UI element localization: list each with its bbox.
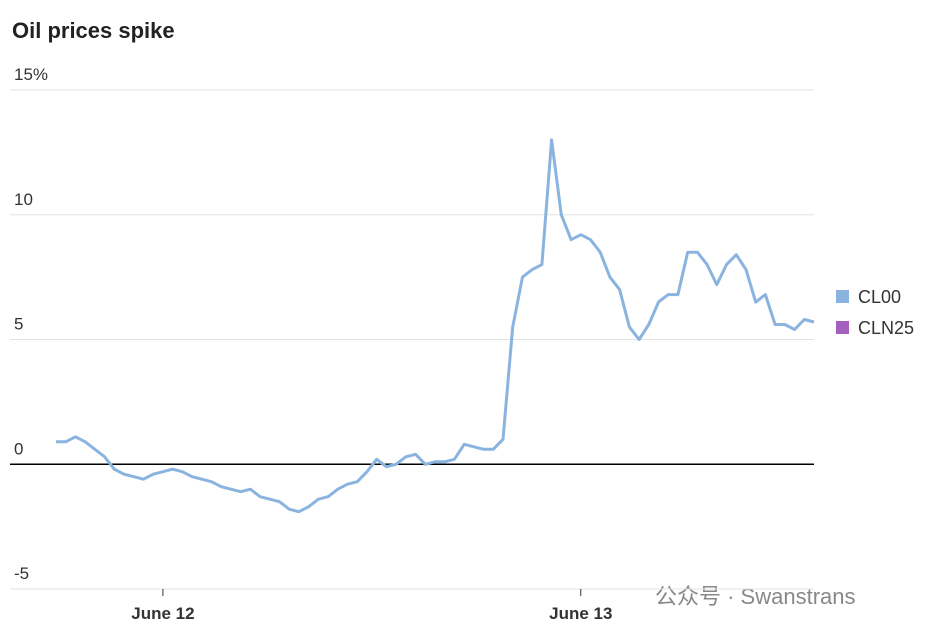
chart-title: Oil prices spike bbox=[12, 18, 175, 43]
legend-label: CLN25 bbox=[858, 318, 914, 338]
y-tick-label: 0 bbox=[14, 439, 23, 458]
y-tick-label: -5 bbox=[14, 564, 29, 583]
legend-swatch bbox=[836, 321, 849, 334]
x-tick-label: June 12 bbox=[131, 604, 194, 623]
legend-label: CL00 bbox=[858, 287, 901, 307]
y-tick-label: 10 bbox=[14, 190, 33, 209]
legend-swatch bbox=[836, 290, 849, 303]
y-tick-label: 5 bbox=[14, 315, 23, 334]
x-tick-label: June 13 bbox=[549, 604, 612, 623]
watermark: 公众号 · Swanstrans bbox=[655, 584, 856, 609]
line-series bbox=[56, 138, 815, 514]
y-tick-label: 15% bbox=[14, 65, 48, 84]
